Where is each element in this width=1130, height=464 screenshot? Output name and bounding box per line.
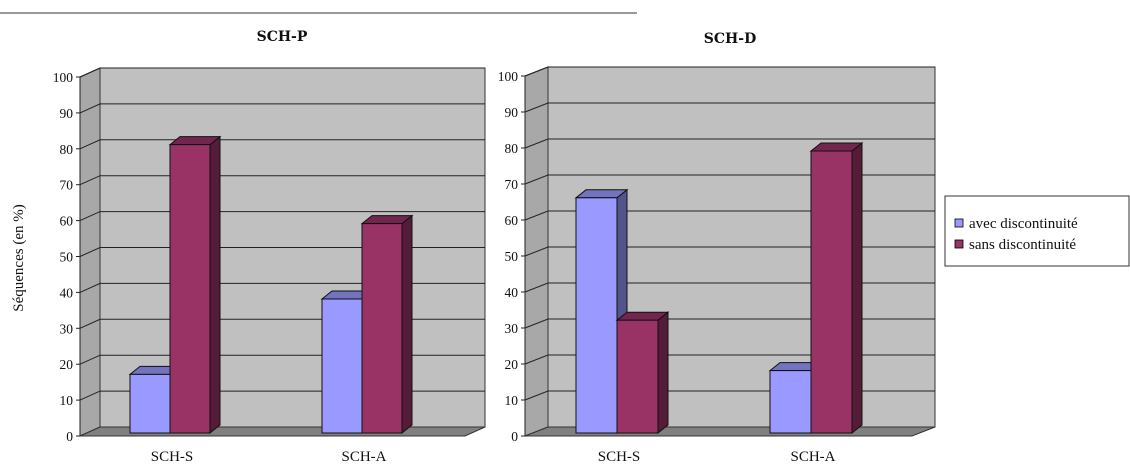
legend-swatch-avec: [954, 218, 964, 228]
x-category-label: SCH-A: [790, 449, 835, 464]
legend-swatch-sans: [954, 239, 964, 249]
x-category-label: SCH-A: [341, 449, 386, 464]
x-category-label: SCH-S: [598, 449, 641, 464]
y-tick-label: 0: [511, 429, 518, 444]
legend: avec discontinuité sans discontinuité: [944, 195, 1130, 267]
bar: [168, 135, 222, 435]
y-tick-label: 10: [505, 393, 519, 408]
y-axis-label: Séquences (en %): [11, 204, 27, 311]
y-tick-label: 70: [60, 178, 74, 193]
gridline: [524, 354, 935, 365]
legend-label-avec: avec discontinuité: [969, 216, 1078, 232]
y-tick-label: 80: [505, 141, 519, 156]
y-tick-label: 90: [60, 106, 74, 121]
chart-title: SCH-D: [704, 31, 756, 47]
chart-sch-p: SCH-P 0 10 20 30 40 50 60 70 80 90 100 SCH-S SCH-A: [53, 29, 486, 464]
bar: [360, 214, 414, 435]
y-tick-label: 60: [60, 214, 74, 229]
gridline: [524, 246, 935, 257]
y-tick-label: 100: [498, 69, 519, 84]
x-category-label: SCH-S: [151, 449, 194, 464]
y-tick-label: 60: [505, 213, 519, 228]
gridline: [79, 247, 485, 257]
y-tick-label: 100: [53, 70, 74, 85]
gridline: [524, 138, 935, 149]
legend-label-sans: sans discontinuité: [969, 237, 1076, 253]
gridline: [79, 103, 485, 114]
gridline: [79, 175, 485, 186]
gridline: [79, 139, 485, 150]
gridline: [79, 211, 485, 222]
y-tick-label: 20: [60, 357, 74, 372]
y-tick-label: 30: [505, 321, 519, 336]
y-tick-label: 10: [60, 393, 74, 408]
y-tick-label: 70: [505, 177, 519, 192]
y-tick-label: 50: [60, 250, 74, 265]
gridline: [524, 66, 935, 77]
gridline: [79, 282, 485, 293]
gridline: [79, 67, 485, 78]
chart-sch-d: SCH-D 0 10 20 30 40 50 60 70 80 90 100 SCH-S SCH-A: [498, 31, 936, 464]
bar: [809, 141, 864, 435]
y-tick-label: 0: [66, 429, 73, 444]
y-tick-label: 30: [60, 321, 74, 336]
gridline: [524, 318, 935, 329]
y-tick-label: 40: [505, 285, 519, 300]
gridline: [524, 102, 935, 113]
y-tick-label: 40: [60, 285, 74, 300]
bar: [615, 311, 670, 435]
y-tick-label: 90: [505, 105, 519, 120]
y-tick-label: 20: [505, 357, 519, 372]
y-tick-label: 80: [60, 142, 74, 157]
y-tick-label: 50: [505, 249, 519, 264]
chart-title: SCH-P: [257, 29, 308, 45]
gridline: [524, 282, 935, 293]
gridline: [524, 210, 935, 221]
gridline: [524, 174, 935, 185]
